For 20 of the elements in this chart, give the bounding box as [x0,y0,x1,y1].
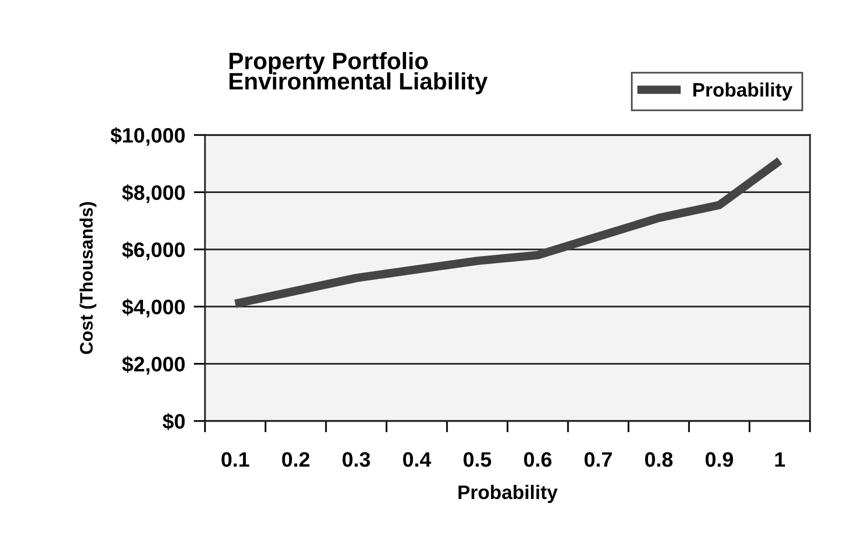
legend-label: Probability [693,82,792,101]
y-tick-label: $2,000 [122,356,185,375]
y-axis-title: Cost (Thousands) [80,202,96,354]
x-tick-label: 0.8 [645,452,673,467]
y-tick-label: $4,000 [122,298,185,318]
y-tick-label: $8,000 [122,184,185,203]
x-tick-label: 0.4 [403,452,432,467]
chart-title: Property Portfolio Environmental Liability [230,52,488,94]
x-tick-label: 0.6 [524,452,552,467]
x-axis-title: Probability [458,484,558,503]
y-tick-label: $10,000 [110,127,185,146]
x-tick-label: 0.3 [342,452,370,467]
x-tick-label: 0.7 [584,452,612,467]
y-tick-label: $6,000 [122,241,185,260]
x-tick-label: 0.5 [464,452,492,467]
x-tick-label: 0.1 [222,452,250,467]
y-tick-label: $0 [162,413,185,430]
x-tick-label: 0.9 [706,452,733,467]
x-tick-label: 1 [775,452,785,467]
x-tick-label: 0.2 [282,452,310,467]
